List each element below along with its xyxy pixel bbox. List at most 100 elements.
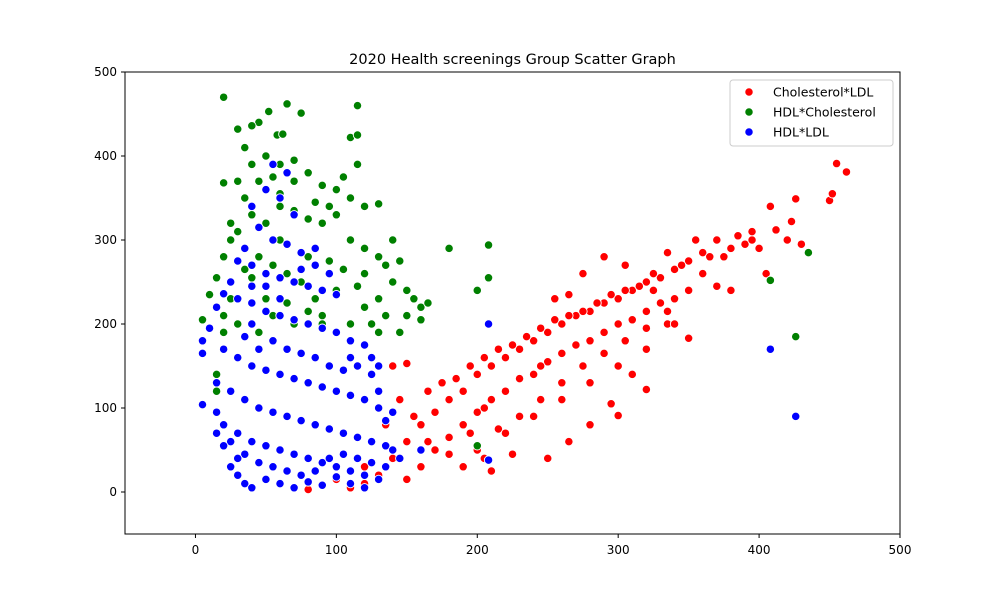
data-point [698,268,708,279]
data-point [395,256,405,266]
data-point [211,273,222,283]
data-point [310,294,320,304]
data-point [483,319,494,329]
data-point [564,310,574,321]
data-point [204,323,215,333]
data-point [655,298,666,308]
data-point [345,352,356,363]
data-point [373,403,384,413]
data-point [247,319,257,329]
data-point [345,319,356,329]
data-point [345,466,356,476]
data-point [373,361,384,371]
data-point [557,348,567,359]
data-point [218,252,229,262]
data-point [479,403,489,413]
y-axis: 0 100 200 300 400 500 [94,65,125,499]
legend-marker [744,107,754,117]
data-point [557,319,567,329]
data-point [726,285,736,296]
data-point [791,194,801,204]
data-point [613,410,623,421]
data-point [747,235,757,245]
data-point [331,462,342,472]
x-tick-label: 400 [748,543,771,557]
data-point [536,394,546,405]
data-point [705,252,715,262]
data-point [585,420,595,430]
data-point [472,369,482,380]
data-point [282,411,292,422]
data-point [613,319,623,329]
data-point [226,436,236,447]
points-layer [197,92,852,495]
data-point [388,361,398,371]
data-point [676,260,687,270]
data-point [268,407,278,417]
data-point [310,243,320,254]
data-point [669,294,680,304]
data-point [373,474,384,485]
data-point [310,466,320,476]
data-point [500,386,511,396]
data-point [381,310,391,321]
data-point [786,216,797,227]
data-point [247,298,257,308]
data-point [310,420,320,430]
data-point [289,176,299,186]
data-point [303,319,313,329]
data-point [261,218,271,228]
data-point [331,327,342,338]
data-point [366,436,377,447]
data-point [641,384,652,395]
data-point [352,453,363,464]
legend-label: Cholesterol*LDL [773,85,873,100]
x-axis: 0 100 200 300 400 500 [192,534,911,557]
data-point [514,344,525,354]
legend-marker [744,87,754,97]
data-point [317,323,327,333]
data-point [282,268,292,279]
data-point [254,176,264,186]
data-point [233,256,243,266]
data-point [765,201,776,212]
data-point [402,474,412,485]
data-point [211,386,222,396]
chart-title: 2020 Health screenings Group Scatter Gra… [349,52,676,68]
data-point [683,256,694,266]
data-point [402,358,412,369]
data-point [268,172,278,182]
data-point [324,424,334,434]
data-point [359,268,370,279]
data-point [606,399,616,409]
data-point [261,294,271,304]
data-point [247,210,257,220]
data-point [261,184,271,195]
data-point [648,285,659,296]
data-point [296,348,306,359]
data-point [683,333,694,343]
data-point [303,252,313,262]
data-point [458,420,468,430]
data-point [254,457,264,468]
data-point [324,361,334,371]
data-point [338,264,349,275]
data-point [669,264,680,275]
data-point [366,352,377,363]
data-point [557,378,567,388]
data-point [324,453,334,464]
data-point [303,306,313,317]
data-point [317,382,327,392]
data-point [211,302,222,312]
data-point [226,277,236,287]
data-point [366,369,377,380]
legend-marker [744,127,754,137]
data-point [268,260,278,270]
data-point [388,445,398,455]
data-point [388,235,398,245]
data-point [218,344,229,354]
data-point [472,441,482,451]
data-point [493,344,504,354]
data-point [254,403,264,413]
data-point [233,226,243,237]
